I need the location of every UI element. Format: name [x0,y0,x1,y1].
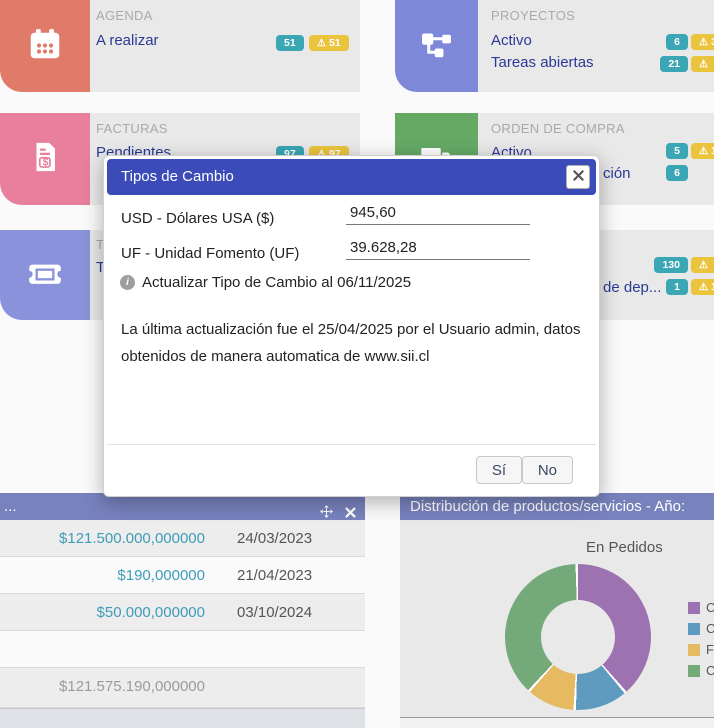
table-row: $50.000,000000 03/10/2024 [0,594,365,631]
invoice-icon: $ [28,140,62,179]
facturas-icon-block: $ [0,113,90,205]
proyectos-icon-block [395,0,478,92]
despacho-warn2-badge: ⚠ 1 [691,279,714,295]
chart-panel-divider [400,717,714,718]
chart-subtitle: En Pedidos [586,539,663,556]
despacho-count1-badge: 130 [654,257,688,273]
legend-label: F [706,642,714,657]
table-widget-header: ... [0,493,365,520]
proyectos-count2-badge: 21 [660,56,688,72]
warning-icon: ⚠ [317,149,326,160]
warning-icon: ⚠ [699,59,708,70]
orden-recepcion-link[interactable]: ción [603,165,631,182]
despacho-warn1-badge: ⚠ [691,257,714,273]
warning-icon: ⚠ [699,37,708,48]
agenda-title: AGENDA [96,8,153,23]
legend-swatch [688,664,700,677]
update-info-line: i Actualizar Tipo de Cambio al 06/11/202… [120,274,411,291]
table-row-empty [0,631,365,668]
legend-item: C [688,663,714,678]
chart-widget-header: Distribución de productos/servicios - Añ… [400,493,714,542]
info-icon: i [120,275,135,290]
svg-text:$: $ [42,156,48,168]
no-button[interactable]: No [521,456,573,484]
proyectos-warn1-badge: ⚠ 3 [691,34,714,50]
date-cell: 21/04/2023 [237,567,313,584]
legend-label: C [706,663,714,678]
uf-field-input[interactable] [346,239,530,260]
modal-footer-divider [107,444,596,445]
facturas-title: FACTURAS [96,121,168,136]
date-cell: 24/03/2023 [237,530,313,547]
legend-item: F [688,642,714,657]
legend-item: C [688,600,714,615]
warning-icon: ⚠ [699,282,708,293]
table-row: $121.500.000,000000 24/03/2023 [0,520,365,557]
yes-button[interactable]: Sí [475,456,522,484]
legend-swatch [688,622,700,635]
table-total-row: $121.575.190,000000 [0,668,365,708]
orden-count2-badge: 6 [666,165,688,181]
move-icon[interactable] [320,500,333,527]
modal-close-button[interactable] [566,165,590,189]
close-icon[interactable] [345,500,356,527]
agenda-link[interactable]: A realizar [96,32,159,49]
chart-panel-footer [400,718,714,728]
legend-swatch [688,643,700,656]
last-update-note: La última actualización fue el 25/04/202… [121,321,581,365]
proyectos-title: PROYECTOS [491,8,576,23]
table-row: $190,000000 21/04/2023 [0,557,365,594]
orden-count1-badge: 5 [666,143,688,159]
amount-link[interactable]: $121.500.000,000000 [59,530,205,547]
table-widget-footer [0,708,365,728]
usd-field-input[interactable] [346,204,530,225]
update-info-text: Actualizar Tipo de Cambio al 06/11/2025 [142,274,412,291]
tickets-icon-block [0,230,90,320]
tickets-link[interactable]: T [96,259,106,276]
tickets-title: T [96,237,105,252]
orden-title: ORDEN DE COMPRA [491,121,625,136]
despacho-link[interactable]: de dep... [603,279,662,296]
warning-icon: ⚠ [317,38,326,49]
modal-title: Tipos de Cambio [121,168,234,185]
table-widget-title: ... [4,498,17,515]
agenda-warn-badge: ⚠ 51 [309,35,349,51]
legend-label: C [706,600,714,615]
project-diagram-icon [419,26,455,67]
warning-icon: ⚠ [699,260,708,271]
agenda-icon-block [0,0,90,92]
proyectos-activo-link[interactable]: Activo [491,32,532,49]
ticket-icon [25,253,65,298]
proyectos-warn2-badge: ⚠ [691,56,714,72]
modal-header: Tipos de Cambio [107,159,596,195]
calendar-icon [27,26,63,67]
donut-chart [505,564,651,710]
despacho-count2-badge: 1 [666,279,688,295]
warning-icon: ⚠ [699,146,708,157]
proyectos-tareas-link[interactable]: Tareas abiertas [491,54,594,71]
legend-item: C [688,621,714,636]
close-icon [572,168,584,186]
legend-swatch [688,601,700,614]
agenda-count-badge: 51 [276,35,304,51]
amount-link[interactable]: $190,000000 [117,567,205,584]
amount-link[interactable]: $50.000,000000 [96,604,205,621]
proyectos-count1-badge: 6 [666,34,688,50]
exchange-rate-modal: Tipos de Cambio USD - Dólares USA ($) UF… [103,155,600,497]
date-cell: 03/10/2024 [237,604,313,621]
table-total: $121.575.190,000000 [59,678,205,695]
orden-warn1-badge: ⚠ 1 [691,143,714,159]
uf-field-label: UF - Unidad Fomento (UF) [121,245,300,262]
legend-label: C [706,621,714,636]
usd-field-label: USD - Dólares USA ($) [121,210,275,227]
